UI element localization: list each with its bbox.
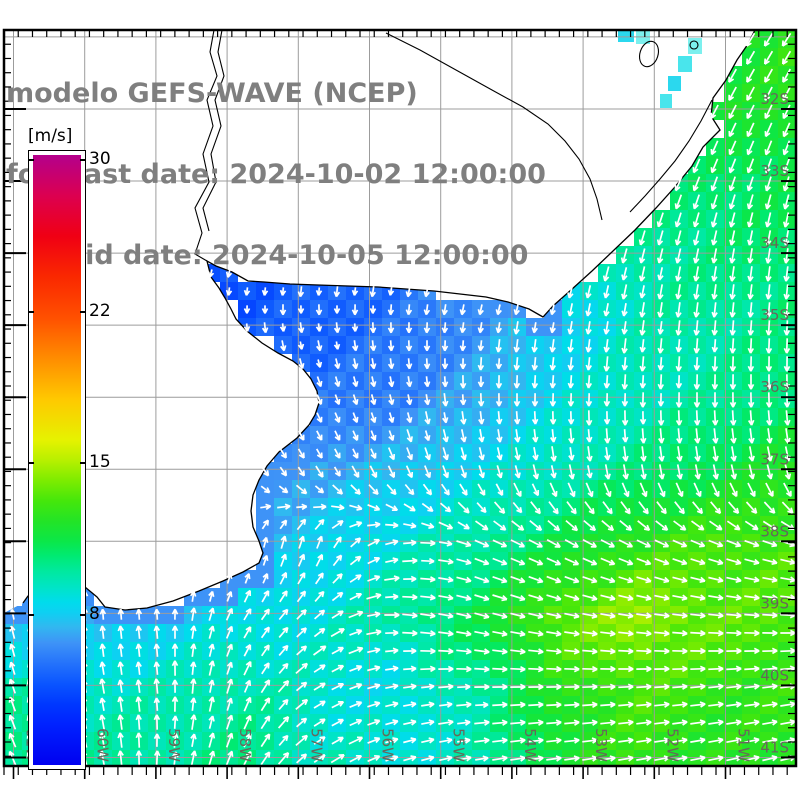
lat-label: 32S: [760, 90, 789, 108]
colorbar-tick-mark: [28, 159, 34, 162]
colorbar-tick-value: 22: [89, 300, 111, 321]
lat-label: 33S: [760, 162, 789, 180]
direction-arrows: [8, 32, 796, 766]
colorbar-tick-value: 15: [89, 452, 111, 473]
lat-label: 35S: [760, 306, 789, 324]
lon-label: 55W: [450, 728, 468, 762]
lagoon-cells: [618, 30, 702, 108]
graticule: [4, 30, 796, 766]
lon-label: 53W: [592, 728, 610, 762]
colorbar-tick-mark: [80, 310, 86, 313]
map-border: [2, 28, 798, 768]
colorbar-tick-mark: [28, 462, 34, 465]
colorbar-unit-label: [m/s]: [28, 126, 73, 146]
lat-label: 37S: [760, 450, 789, 468]
colorbar-tick-value: 8: [89, 604, 100, 625]
colorbar-tick-mark: [28, 614, 34, 617]
lon-label: 59W: [165, 728, 183, 762]
lat-label: 39S: [760, 594, 789, 612]
coastline: [22, 30, 756, 611]
lon-label: 60W: [94, 728, 112, 762]
lon-label: 52W: [663, 728, 681, 762]
lat-label: 40S: [760, 666, 789, 684]
colorbar-tick-value: 30: [89, 149, 111, 170]
land-mass: [4, 30, 755, 613]
colorbar-tick-mark: [80, 462, 86, 465]
lat-label: 41S: [760, 738, 789, 756]
lon-label: 54W: [521, 728, 539, 762]
colorbar-gradient: [33, 155, 81, 765]
lon-label: 56W: [379, 728, 397, 762]
colorbar-tick-mark: [80, 614, 86, 617]
lon-label: 57W: [307, 728, 325, 762]
colorbar: [m/s] 30 22 15 8: [28, 126, 111, 770]
lat-label: 34S: [760, 234, 789, 252]
colorbar-frame: [28, 150, 86, 770]
lon-label: 51W: [735, 728, 753, 762]
lon-label: 58W: [236, 728, 254, 762]
colorbar-tick-mark: [80, 159, 86, 162]
colorbar-tick-mark: [28, 310, 34, 313]
lat-label: 36S: [760, 378, 789, 396]
lat-label: 38S: [760, 522, 789, 540]
